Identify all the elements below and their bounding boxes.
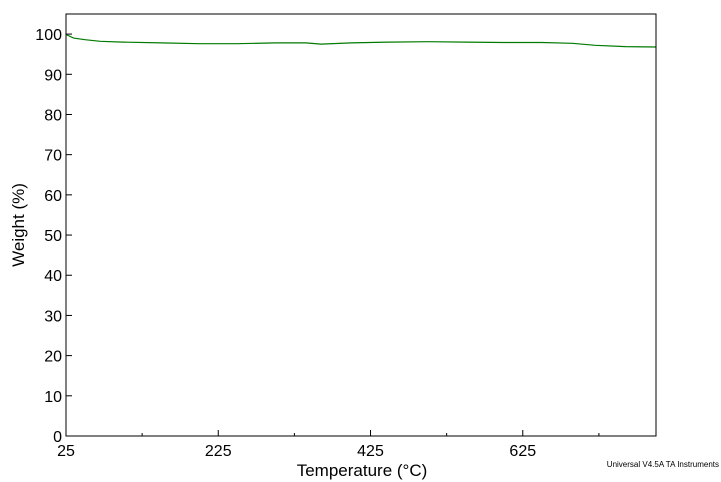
y-tick-label: 10: [44, 389, 62, 406]
x-axis-ticks: 25 225 425 625: [57, 430, 600, 460]
y-axis-ticks: 0 10 20 30 40 50 60 70 80 90 100: [35, 27, 72, 446]
y-tick-label: 20: [44, 349, 62, 366]
x-tick-label: 425: [357, 443, 384, 460]
y-axis-label: Weight (%): [9, 183, 28, 267]
y-tick-label: 80: [44, 107, 62, 124]
y-tick-label: 40: [44, 268, 62, 285]
x-tick-label: 225: [205, 443, 232, 460]
plot-frame: [65, 13, 657, 437]
y-tick-label: 30: [44, 308, 62, 325]
weight-curve-line: [65, 33, 657, 48]
y-tick-label: 0: [53, 429, 62, 446]
y-tick-label: 50: [44, 228, 62, 245]
x-axis-label: Temperature (°C): [297, 461, 428, 480]
y-tick-label: 70: [44, 148, 62, 165]
x-tick-label: 25: [57, 443, 75, 460]
x-tick-label: 625: [509, 443, 536, 460]
y-tick-label: 100: [35, 27, 62, 44]
y-tick-label: 90: [44, 67, 62, 84]
y-tick-label: 60: [44, 188, 62, 205]
footer-note: Universal V4.5A TA Instruments: [607, 460, 719, 469]
